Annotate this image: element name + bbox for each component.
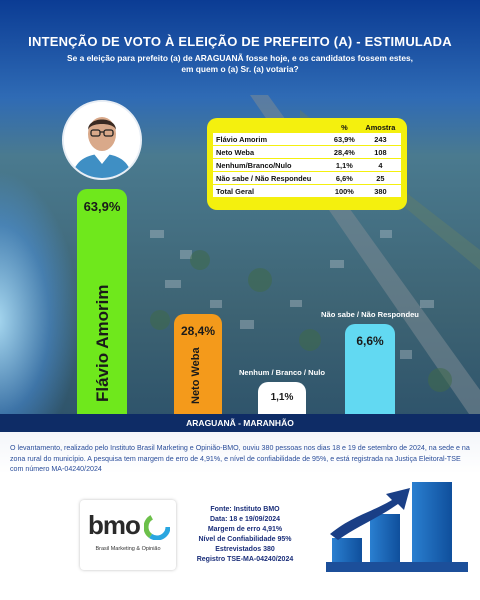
info-margem-value: 4,91% — [262, 526, 283, 533]
row-label: Neto Weba — [213, 146, 329, 158]
row-n: 108 — [359, 146, 401, 158]
row-n: 4 — [359, 159, 401, 171]
info-conf-label: Nível de Confiabilidade — [198, 536, 276, 543]
candidate-photo — [62, 100, 142, 180]
table-row: Neto Weba 28,4% 108 — [213, 146, 401, 158]
total-n: 380 — [359, 185, 401, 197]
info-entrev-label: Estrevistados — [215, 546, 262, 553]
table-total-row: Total Geral 100% 380 — [213, 185, 401, 197]
row-pct: 28,4% — [328, 146, 360, 158]
info-conf-value: 95% — [277, 536, 292, 543]
results-table: % Amostra Flávio Amorim 63,9% 243 Neto W… — [207, 118, 407, 210]
info-entrev: Estrevistados 380 — [190, 545, 300, 555]
candidate-portrait-icon — [64, 102, 140, 178]
bar-category-label: Flávio Amorim — [93, 284, 112, 402]
row-label: Não sabe / Não Respondeu — [213, 172, 329, 184]
row-pct: 63,9% — [328, 133, 360, 145]
info-fonte: Fonte: Instituto BMO — [190, 505, 300, 515]
table-row: Flávio Amorim 63,9% 243 — [213, 133, 401, 145]
bmo-logo: bmo Brasil Marketing & Opinião — [80, 500, 176, 570]
page-title: INTENÇÃO DE VOTO À ELEIÇÃO DE PREFEITO (… — [28, 34, 452, 49]
bar-1: 63,9% Flávio Amorim — [77, 189, 127, 414]
bar-4: 6,6% — [345, 324, 395, 414]
table-header-pct: % — [341, 123, 348, 132]
bar-value-label: 28,4% — [180, 324, 216, 338]
table-header-blank — [213, 123, 329, 132]
row-label: Nenhum/Branco/Nulo — [213, 159, 329, 171]
row-pct: 6,6% — [328, 172, 360, 184]
row-n: 25 — [359, 172, 401, 184]
bar-value-label: 1,1% — [270, 392, 294, 403]
info-fonte-value: Instituto BMO — [233, 506, 280, 513]
info-registro: Registro TSE-MA-04240/2024 — [190, 555, 300, 565]
info-data-label: Data: — [209, 516, 228, 523]
bar-category-label: Nenhum / Branco / Nulo — [238, 368, 326, 377]
info-data-value: 18 e 19/09/2024 — [229, 516, 281, 523]
info-fonte-label: Fonte: — [210, 506, 232, 513]
methodology-text: O levantamento, realizado pelo Instituto… — [10, 444, 470, 473]
subtitle-line-1: Se a eleição para prefeito (a) de ARAGUA… — [67, 53, 413, 63]
info-registro-value: TSE-MA-04240/2024 — [227, 556, 294, 563]
region-banner: ARAGUANÃ - MARANHÃO — [0, 414, 480, 432]
total-label: Total Geral — [213, 185, 329, 197]
bmo-logo-wordmark: bmo — [88, 510, 141, 541]
table-header-sample: Amostra — [365, 123, 396, 132]
bar-value-label: 6,6% — [356, 334, 384, 348]
row-label: Flávio Amorim — [213, 133, 329, 145]
info-margem: Margem de erro 4,91% — [190, 525, 300, 535]
table-row: Não sabe / Não Respondeu 6,6% 25 — [213, 172, 401, 184]
survey-info: Fonte: Instituto BMO Data: 18 e 19/09/20… — [190, 505, 300, 565]
bmo-circle-icon — [144, 514, 170, 540]
info-conf: Nível de Confiabilidade 95% — [190, 535, 300, 545]
total-pct: 100% — [328, 185, 360, 197]
info-margem-label: Margem de erro — [207, 526, 261, 533]
bar-2: 28,4% Neto Weba — [174, 314, 222, 414]
table-row: Nenhum/Branco/Nulo 1,1% 4 — [213, 159, 401, 171]
growth-chart-icon — [326, 482, 468, 572]
row-pct: 1,1% — [328, 159, 360, 171]
row-n: 243 — [359, 133, 401, 145]
bar-value-label: 63,9% — [83, 199, 121, 214]
bar-category-label: Não sabe / Não Respondeu — [321, 310, 419, 319]
bmo-logo-name: bmo — [88, 510, 141, 540]
bar-category-label: Neto Weba — [190, 347, 202, 404]
page-subtitle: Se a eleição para prefeito (a) de ARAGUA… — [40, 53, 440, 75]
bmo-tagline: Brasil Marketing & Opinião — [95, 546, 161, 552]
info-entrev-value: 380 — [263, 546, 275, 553]
info-registro-label: Registro — [196, 556, 226, 563]
subtitle-line-2: em quem o (a) Sr. (a) votaria? — [181, 64, 299, 74]
info-data: Data: 18 e 19/09/2024 — [190, 515, 300, 525]
bar-3: 1,1% — [258, 382, 306, 414]
